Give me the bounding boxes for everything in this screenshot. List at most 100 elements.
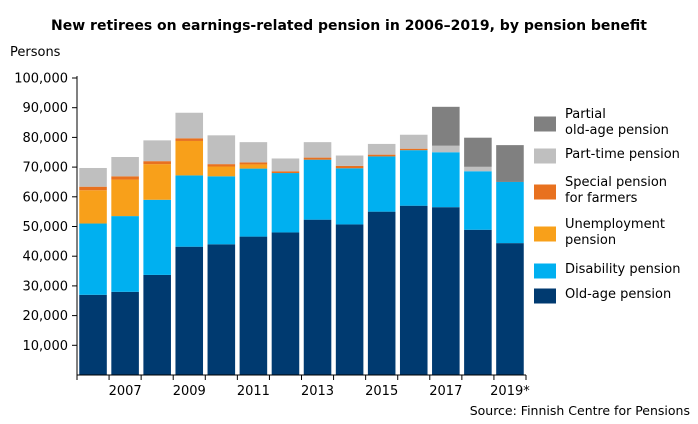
bar-farmers-2007 — [111, 176, 139, 180]
bar-farmers-2016 — [399, 148, 428, 151]
legend-label-unemployment: Unemployment — [565, 217, 665, 232]
bar-part_time-2013 — [303, 142, 332, 158]
bar-farmers-2006 — [79, 186, 107, 191]
y-tick-label: 20,000 — [23, 309, 69, 324]
x-tick-label: 2013 — [301, 384, 334, 399]
legend-label-partial: Partial — [565, 107, 606, 122]
bar-old_age-2006 — [79, 294, 107, 375]
bar-partial-2017 — [432, 106, 460, 146]
bar-old_age-2009 — [175, 246, 204, 375]
bars-layer — [79, 106, 524, 375]
bar-disability-2018 — [464, 171, 492, 230]
bar-part_time-2014 — [335, 155, 364, 166]
bar-old_age-2017 — [432, 207, 460, 375]
legend-label-farmers: for farmers — [565, 191, 638, 206]
bar-disability-2017 — [432, 152, 460, 208]
bar-disability-2011 — [239, 168, 268, 237]
legend-swatch-farmers — [534, 184, 556, 200]
x-tick-label: 2011 — [237, 384, 270, 399]
bar-disability-2014 — [335, 168, 364, 225]
legend-swatch-unemployment — [534, 226, 556, 242]
y-tick-label: 50,000 — [23, 220, 69, 235]
y-tick-label: 90,000 — [23, 101, 69, 116]
axes-layer: 10,000 20,000 30,000 40,000 50,000 60,000 70,0… — [14, 72, 530, 400]
bar-old_age-2007 — [111, 291, 139, 375]
legend-swatch-disability — [534, 263, 556, 279]
x-tick-label: 2009 — [173, 384, 206, 399]
bar-part_time-2017 — [432, 145, 460, 153]
legend-label-disability: Disability pension — [565, 262, 680, 277]
y-tick-label: 70,000 — [23, 161, 69, 176]
bar-part_time-2016 — [399, 134, 428, 149]
bar-farmers-2013 — [303, 157, 332, 160]
bar-part_time-2011 — [239, 142, 268, 163]
bar-disability-2007 — [111, 216, 139, 292]
bar-old_age-2010 — [207, 244, 236, 375]
x-tick-label: 2017 — [429, 384, 462, 399]
bar-part_time-2008 — [143, 140, 171, 162]
bar-disability-2008 — [143, 199, 171, 275]
bar-partial-2018 — [464, 137, 492, 167]
legend-label-part_time: Part-time pension — [565, 147, 680, 162]
legend-swatch-partial — [534, 116, 556, 132]
y-tick-label: 10,000 — [23, 339, 69, 354]
x-tick-label: 2015 — [365, 384, 398, 399]
legend-label-old_age: Old-age pension — [565, 287, 671, 302]
bar-old_age-2011 — [239, 236, 268, 375]
y-unit-label: Persons — [10, 45, 61, 60]
bar-unemployment-2011 — [239, 164, 268, 169]
bar-disability-2019* — [496, 181, 524, 244]
bar-disability-2006 — [79, 223, 107, 295]
bar-part_time-2006 — [79, 167, 107, 187]
bar-part_time-2012 — [271, 158, 300, 172]
bar-farmers-2008 — [143, 161, 171, 165]
legend-swatch-old_age — [534, 288, 556, 304]
y-tick-label: 80,000 — [23, 131, 69, 146]
x-tick-label: 2019* — [490, 384, 530, 399]
bar-unemployment-2010 — [207, 166, 236, 177]
bar-disability-2015 — [367, 156, 396, 212]
bar-farmers-2015 — [367, 154, 396, 157]
bar-part_time-2018 — [464, 166, 492, 172]
bar-old_age-2019* — [496, 243, 524, 375]
bar-part_time-2015 — [367, 143, 396, 155]
legend-label-unemployment: pension — [565, 233, 616, 248]
legend-label-partial: old-age pension — [565, 123, 669, 138]
bar-farmers-2014 — [335, 165, 364, 169]
y-tick-label: 60,000 — [23, 190, 69, 205]
bar-disability-2010 — [207, 176, 236, 245]
bar-farmers-2011 — [239, 162, 268, 165]
bar-old_age-2016 — [399, 205, 428, 375]
bar-unemployment-2008 — [143, 164, 171, 200]
bar-old_age-2008 — [143, 274, 171, 375]
bar-old_age-2015 — [367, 211, 396, 375]
bar-disability-2009 — [175, 175, 204, 247]
bar-farmers-2012 — [271, 171, 300, 174]
bar-disability-2013 — [303, 159, 332, 220]
legend-label-farmers: Special pension — [565, 175, 667, 190]
bar-unemployment-2007 — [111, 179, 139, 217]
y-tick-label: 100,000 — [14, 72, 68, 87]
bar-old_age-2013 — [303, 219, 332, 375]
y-tick-label: 30,000 — [23, 279, 69, 294]
bar-part_time-2010 — [207, 135, 236, 165]
bar-old_age-2014 — [335, 224, 364, 375]
bar-farmers-2009 — [175, 138, 204, 141]
bar-part_time-2007 — [111, 157, 139, 177]
bar-unemployment-2009 — [175, 140, 204, 176]
bar-disability-2012 — [271, 173, 300, 233]
source-note: Source: Finnish Centre for Pensions — [469, 403, 690, 418]
chart-title: New retirees on earnings-related pension… — [51, 18, 647, 34]
bar-part_time-2009 — [175, 112, 204, 139]
bar-old_age-2018 — [464, 229, 492, 375]
x-tick-label: 2007 — [109, 384, 142, 399]
bar-old_age-2012 — [271, 232, 300, 375]
legend-swatch-part_time — [534, 148, 556, 164]
bar-disability-2016 — [399, 150, 428, 206]
y-tick-label: 40,000 — [23, 250, 69, 265]
bar-farmers-2010 — [207, 164, 236, 167]
bar-partial-2019* — [496, 145, 524, 182]
bar-unemployment-2006 — [79, 190, 107, 224]
